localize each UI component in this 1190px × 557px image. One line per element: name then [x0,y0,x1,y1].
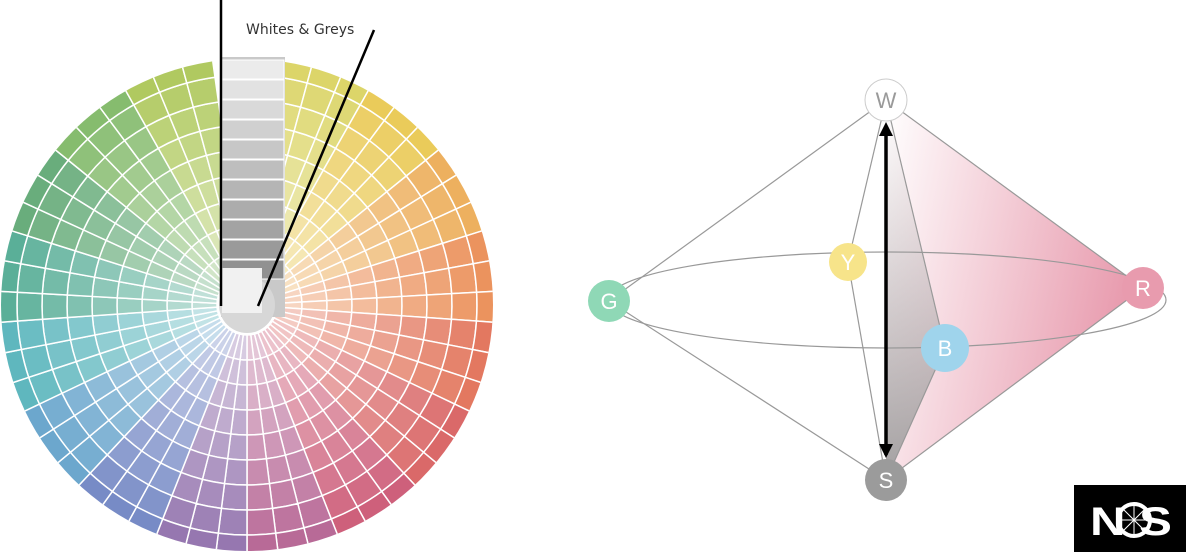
edge-W-B [885,99,946,349]
grey-swatch [221,179,285,200]
edge-S-R [885,287,1144,481]
fan-swatch [1,258,22,294]
edge-Y-S [847,261,887,481]
node-label: W [876,88,897,113]
grey-swatch [221,139,285,160]
node-G: G [588,280,630,322]
node-label: G [600,289,617,314]
node-label: R [1135,276,1151,301]
fan-swatch [246,433,268,461]
fan-swatch [16,318,47,351]
grey-swatch [221,219,285,240]
fan-swatch [91,295,119,317]
fan-swatch [425,292,453,321]
edge-B-S [885,347,946,481]
fan-swatch [400,294,428,319]
grey-swatch [221,239,285,260]
edge-W-G [608,99,887,302]
node-label: S [879,468,894,493]
grey-swatch [221,79,285,100]
fan-swatch [1,290,19,324]
fan-swatch [16,262,47,295]
grey-swatch [221,199,285,220]
arrow-head-down [879,444,893,458]
fan-swatch [246,408,265,436]
fan-swatch [374,276,403,299]
fan-swatch [246,457,271,486]
fan-swatch [350,297,378,315]
node-W: W [864,78,908,122]
whites-greys-label: Whites & Greys [246,22,354,38]
edge-W-R [885,99,1144,289]
fan-swatch [274,526,312,551]
ncs-logo: N S [1074,485,1186,552]
fan-swatch [471,320,493,356]
fan-swatch [220,482,248,511]
fan-swatch [41,316,72,346]
grey-swatch [221,99,285,120]
fan-swatch [398,271,428,298]
fan-swatch [375,295,403,317]
node-B: B [921,324,969,372]
edge-S-G [608,300,887,481]
fan-swatch [475,290,493,324]
pointer-line-right [256,29,376,307]
fan-swatch [450,291,478,322]
fan-swatch [217,507,248,536]
fan-swatch [179,59,216,84]
fan-swatch [41,292,69,321]
node-Y: Y [829,243,867,281]
arrow-head-up [879,122,893,136]
fan-swatch [16,291,44,322]
fan-swatch [66,315,96,341]
fan-swatch [472,258,493,294]
fan-swatch [1,320,23,356]
fan-swatch [116,297,144,315]
fan-swatch [66,294,94,319]
red-triangle [886,100,1143,480]
node-label: B [938,336,953,361]
node-label: Y [841,250,856,275]
fan-swatch [447,262,478,295]
ncs-color-space-diagram: W Y G B R S [588,78,1167,501]
fan-swatch [246,383,261,411]
grey-triangle [886,100,945,480]
node-S: S [865,459,907,501]
grey-swatch [221,119,285,140]
fan-swatch [246,532,280,551]
fan-swatch [423,267,453,296]
fan-swatch [214,532,248,551]
edge-W-Y [847,99,887,263]
grey-swatch [221,59,285,80]
grey-swatch [221,159,285,180]
fan-swatch [141,298,168,314]
node-R: R [1122,267,1164,309]
fan-swatch [246,507,277,536]
fan-cover [222,268,262,313]
fan-swatch [246,482,274,511]
